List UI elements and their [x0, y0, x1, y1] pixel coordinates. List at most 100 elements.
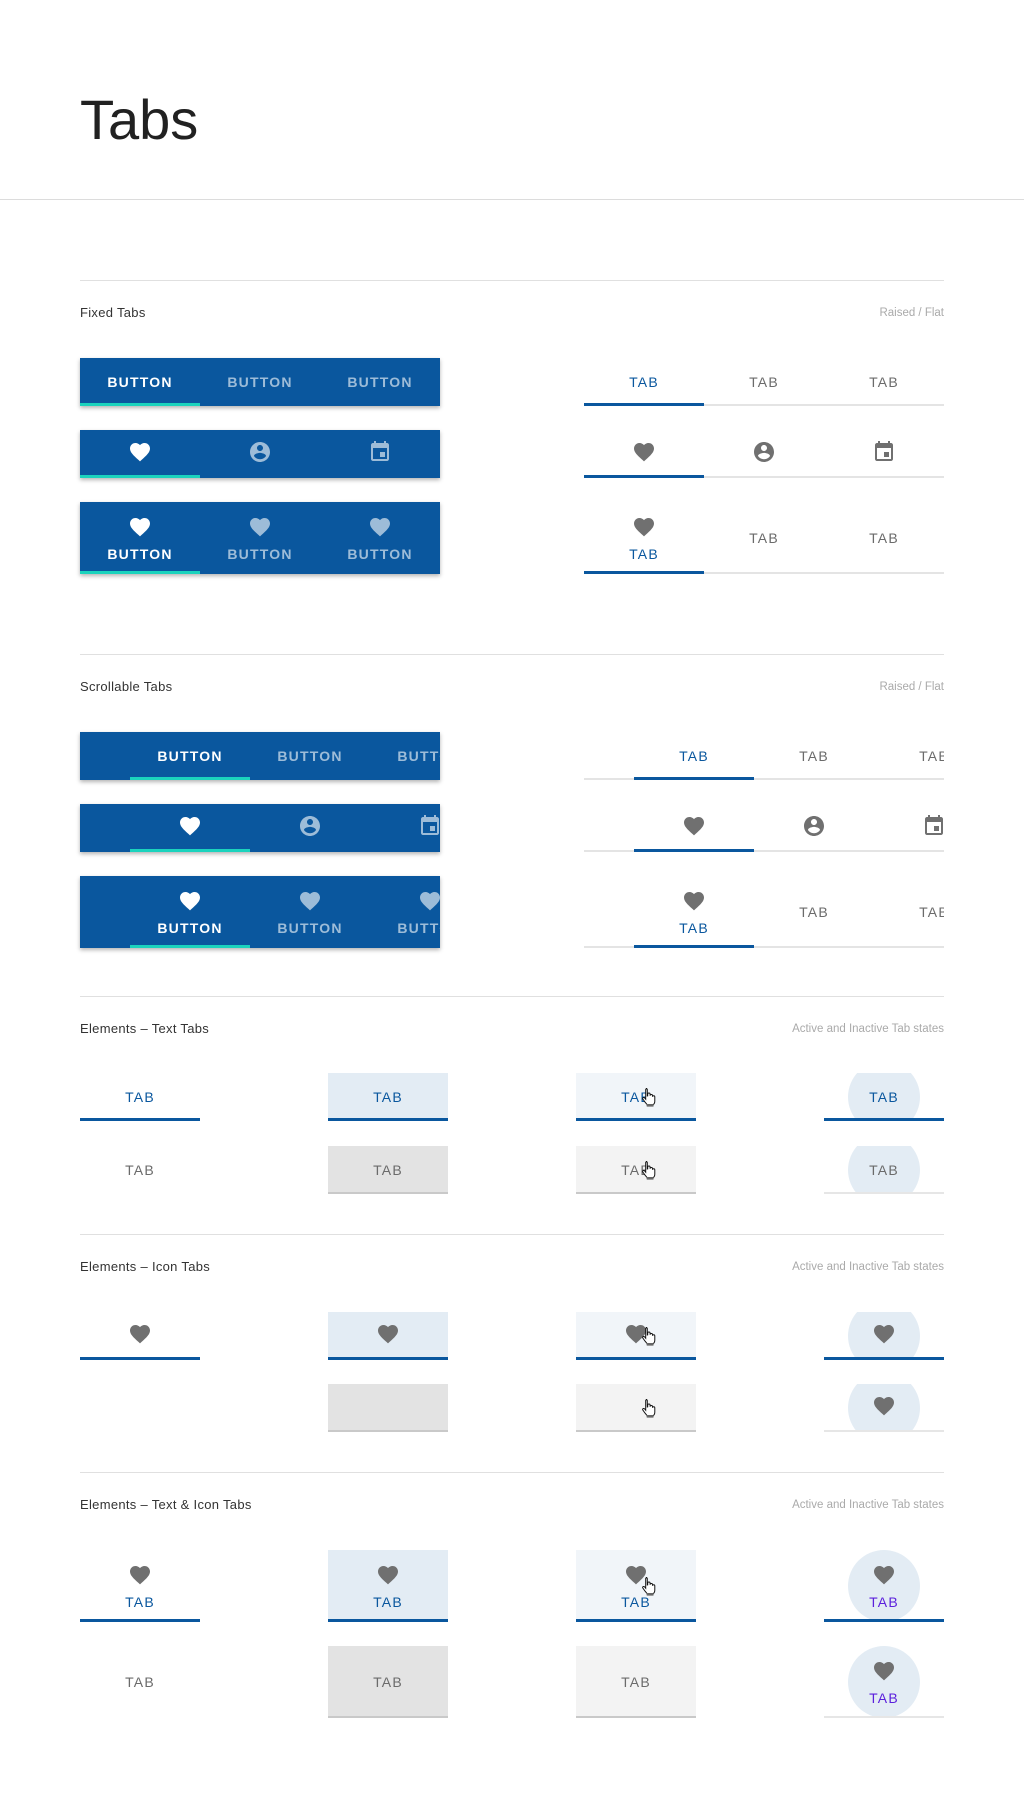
- tab[interactable]: TAB: [584, 502, 704, 574]
- tab[interactable]: TAB: [704, 358, 824, 406]
- active-tab-indicator: [328, 1118, 448, 1121]
- focus-ripple: [848, 1073, 920, 1121]
- tab[interactable]: [80, 430, 200, 478]
- tab[interactable]: BUTTON: [80, 502, 200, 574]
- tab[interactable]: BUTTON: [200, 502, 320, 574]
- hover-inactive-tab[interactable]: [576, 1384, 696, 1432]
- tab[interactable]: TAB: [328, 1646, 448, 1718]
- flat-tab-bar: TAB TAB TAB: [584, 732, 944, 780]
- pressed-inactive-tab[interactable]: TAB: [328, 1146, 448, 1194]
- active-tab-indicator: [328, 1619, 448, 1622]
- pressed-active-tab[interactable]: TAB: [328, 1550, 448, 1622]
- tab[interactable]: TAB: [634, 876, 754, 948]
- pressed-inactive-tab[interactable]: [328, 1384, 448, 1432]
- tab[interactable]: [328, 1384, 448, 1432]
- account-circle-icon: [298, 814, 322, 843]
- tab[interactable]: TAB: [80, 1646, 200, 1718]
- tab[interactable]: TAB: [754, 876, 874, 948]
- hover-inactive-tab[interactable]: TAB: [576, 1646, 696, 1718]
- focus-inactive-tab[interactable]: TAB: [824, 1146, 944, 1194]
- focus-active-tab[interactable]: [824, 1312, 944, 1360]
- tab[interactable]: TAB: [824, 502, 944, 574]
- tab[interactable]: [80, 1312, 200, 1360]
- tab[interactable]: TAB: [824, 358, 944, 406]
- tab[interactable]: [200, 430, 320, 478]
- tab[interactable]: [874, 804, 944, 852]
- hover-active-tab[interactable]: TAB: [576, 1073, 696, 1121]
- tab[interactable]: [824, 1384, 944, 1432]
- default-active-tab[interactable]: TAB: [80, 1073, 200, 1121]
- tab[interactable]: TAB: [874, 732, 944, 780]
- tab-label: TAB: [621, 1162, 651, 1178]
- active-tab-indicator: [584, 475, 704, 478]
- tab[interactable]: TAB: [328, 1073, 448, 1121]
- default-inactive-tab[interactable]: TAB: [80, 1146, 200, 1194]
- active-tab-indicator: [80, 1619, 200, 1622]
- tab[interactable]: [576, 1312, 696, 1360]
- tab[interactable]: BUTTON: [370, 732, 440, 780]
- default-inactive-tab[interactable]: [80, 1384, 200, 1432]
- tab[interactable]: BUTTON: [130, 732, 250, 780]
- hover-inactive-tab[interactable]: TAB: [576, 1146, 696, 1194]
- tab[interactable]: TAB: [634, 732, 754, 780]
- tab[interactable]: TAB: [754, 732, 874, 780]
- tab[interactable]: BUTTON: [250, 732, 370, 780]
- tab[interactable]: TAB: [328, 1146, 448, 1194]
- tab[interactable]: TAB: [80, 1550, 200, 1622]
- tab-label: TAB: [621, 1674, 651, 1690]
- tab[interactable]: TAB: [824, 1146, 944, 1194]
- tab[interactable]: TAB: [328, 1550, 448, 1622]
- tab[interactable]: [754, 804, 874, 852]
- pressed-active-tab[interactable]: TAB: [328, 1073, 448, 1121]
- tab[interactable]: TAB: [576, 1073, 696, 1121]
- focus-active-tab[interactable]: TAB: [824, 1073, 944, 1121]
- tab[interactable]: [130, 804, 250, 852]
- scrollable-tabs-divider: [80, 654, 944, 655]
- tab[interactable]: [704, 430, 824, 478]
- focus-inactive-tab[interactable]: [824, 1384, 944, 1432]
- tab[interactable]: [250, 804, 370, 852]
- tab[interactable]: TAB: [874, 876, 944, 948]
- focus-inactive-tab[interactable]: TAB: [824, 1646, 944, 1718]
- tab[interactable]: BUTTON: [130, 876, 250, 948]
- active-tab-indicator: [130, 777, 250, 780]
- focus-active-tab[interactable]: TAB: [824, 1550, 944, 1622]
- default-inactive-tab[interactable]: TAB: [80, 1646, 200, 1718]
- tab[interactable]: BUTTON: [320, 358, 440, 406]
- tab[interactable]: TAB: [576, 1646, 696, 1718]
- tab[interactable]: TAB: [824, 1550, 944, 1622]
- hover-active-tab[interactable]: TAB: [576, 1550, 696, 1622]
- tab[interactable]: TAB: [584, 358, 704, 406]
- tab[interactable]: [80, 1384, 200, 1432]
- pressed-inactive-tab[interactable]: TAB: [328, 1646, 448, 1718]
- default-active-tab[interactable]: [80, 1312, 200, 1360]
- tab[interactable]: BUTTON: [80, 358, 200, 406]
- tab[interactable]: [584, 430, 704, 478]
- tab-track: [584, 430, 944, 478]
- tab[interactable]: BUTTON: [370, 876, 440, 948]
- tab[interactable]: TAB: [824, 1646, 944, 1718]
- scrollable-tabs-title: Scrollable Tabs: [80, 679, 173, 694]
- tab[interactable]: [634, 804, 754, 852]
- tab[interactable]: [576, 1384, 696, 1432]
- tab[interactable]: BUTTON: [200, 358, 320, 406]
- pressed-active-tab[interactable]: [328, 1312, 448, 1360]
- tab[interactable]: [370, 804, 440, 852]
- active-tab-indicator: [576, 1118, 696, 1121]
- tab[interactable]: TAB: [576, 1550, 696, 1622]
- tab[interactable]: TAB: [80, 1073, 200, 1121]
- default-active-tab[interactable]: TAB: [80, 1550, 200, 1622]
- tab[interactable]: TAB: [704, 502, 824, 574]
- tab[interactable]: TAB: [80, 1146, 200, 1194]
- active-tab-indicator: [576, 1619, 696, 1622]
- tab[interactable]: BUTTON: [320, 502, 440, 574]
- tab[interactable]: [328, 1312, 448, 1360]
- tab[interactable]: [824, 1312, 944, 1360]
- tab[interactable]: BUTTON: [250, 876, 370, 948]
- tab[interactable]: TAB: [824, 1073, 944, 1121]
- tab[interactable]: [824, 430, 944, 478]
- tab[interactable]: [320, 430, 440, 478]
- hover-active-tab[interactable]: [576, 1312, 696, 1360]
- tab[interactable]: TAB: [576, 1146, 696, 1194]
- raised-tab-bar: [80, 804, 440, 852]
